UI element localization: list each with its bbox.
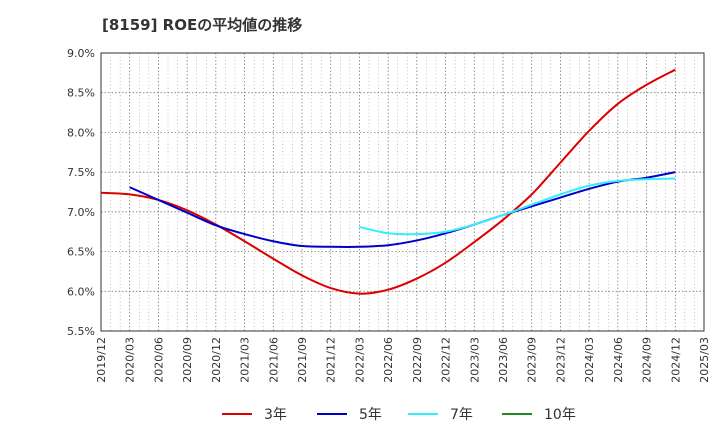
y-tick-label: 6.0% [67,285,95,298]
x-tick-label: 2024/06 [612,337,625,383]
x-tick-label: 2022/12 [440,337,453,383]
x-tick-label: 2019/12 [95,337,108,383]
x-tick-label: 2023/09 [526,337,539,383]
x-tick-label: 2022/06 [382,337,395,383]
x-tick-label: 2023/03 [468,337,481,383]
x-tick-label: 2024/09 [641,337,654,383]
x-tick-label: 2021/03 [239,337,252,383]
legend-label-1: 3年 [264,407,287,423]
y-tick-label: 6.5% [67,246,95,259]
y-tick-label: 5.5% [67,325,95,338]
legend-label-2: 5年 [359,407,382,423]
x-tick-label: 2021/06 [267,337,280,383]
y-axis: 5.5% 6.0% 6.5% 7.0% 7.5% 8.0% 8.5% 9.0% [67,47,95,338]
series-line-3 [359,177,676,236]
series-line-1 [100,68,676,295]
x-tick-label: 2023/12 [554,337,567,383]
x-tick-label: 2022/09 [411,337,424,383]
x-tick-label: 2020/03 [124,337,137,383]
plot-area-border [100,52,705,332]
x-tick-label: 2024/12 [669,337,682,383]
legend-label-3: 7年 [450,407,473,423]
chart-title: [8159] ROEの平均値の推移 [102,16,302,34]
x-tick-label: 2021/09 [296,337,309,383]
y-tick-label: 8.5% [67,87,95,100]
series-lines [100,68,676,295]
x-tick-label: 2020/09 [181,337,194,383]
x-tick-label: 2020/12 [210,337,223,383]
y-tick-label: 7.0% [67,206,95,219]
x-tick-label: 2025/03 [698,337,711,383]
y-tick-label: 7.5% [67,166,95,179]
x-tick-label: 2024/03 [583,337,596,383]
x-tick-label: 2023/06 [497,337,510,383]
grid [101,53,704,331]
legend-label-4: 10年 [544,407,576,423]
legend: 3年 5年 7年 10年 [222,407,576,423]
series-line-2 [129,171,676,248]
y-tick-label: 9.0% [67,47,95,60]
x-tick-label: 2022/03 [353,337,366,383]
x-tick-label: 2020/06 [152,337,165,383]
x-axis: 2019/12 2020/03 2020/06 2020/09 2020/12 2021/… [95,337,711,383]
x-tick-label: 2021/12 [325,337,338,383]
y-tick-label: 8.0% [67,126,95,139]
